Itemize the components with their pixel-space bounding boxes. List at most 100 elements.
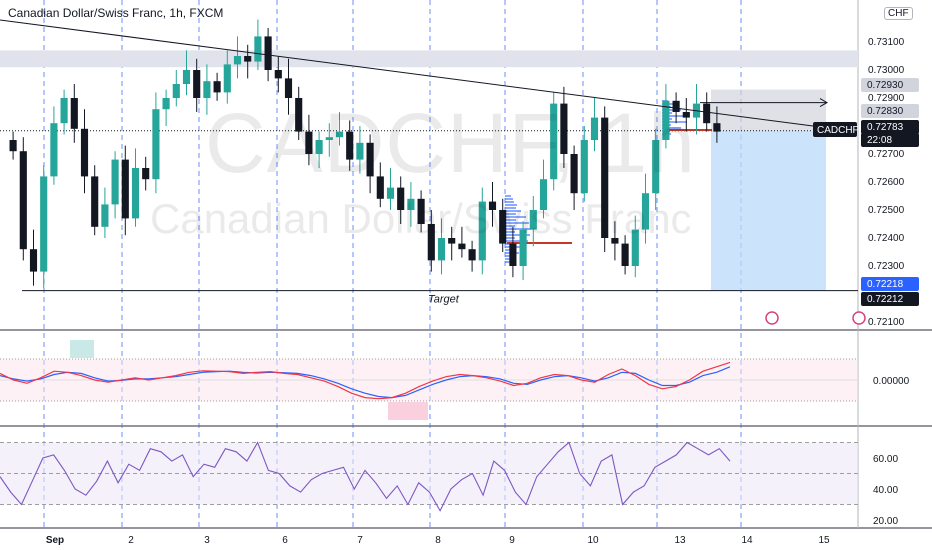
rsi-tick-label: 40.00 — [873, 485, 898, 496]
currency-button[interactable]: CHF — [884, 7, 913, 20]
volume-profile-bar — [662, 109, 681, 111]
candle-body — [509, 243, 517, 266]
time-tick-label: 15 — [818, 535, 830, 546]
candle-body — [29, 249, 38, 272]
time-tick-label: 2 — [128, 535, 134, 546]
candle-body — [284, 78, 293, 98]
price-label: 0.72830 — [867, 106, 904, 117]
candle-body — [417, 198, 425, 224]
candle-body — [70, 98, 78, 129]
candle-body — [468, 249, 476, 261]
price-tick-label: 0.72600 — [868, 177, 905, 188]
candle-body — [407, 198, 415, 210]
target-zone — [711, 130, 826, 291]
candle-body — [203, 81, 211, 98]
rsi-tick-label: 60.00 — [873, 454, 898, 465]
price-label-bg — [861, 277, 919, 291]
volume-profile-bar — [505, 216, 526, 218]
volume-profile-bar — [505, 198, 513, 200]
candle-body — [397, 187, 405, 210]
stoch-tick-label: 0.00000 — [873, 376, 910, 387]
time-tick-label: 10 — [587, 535, 599, 546]
candle-body — [172, 84, 180, 98]
volume-profile-bar — [505, 219, 516, 221]
volume-profile-bar — [505, 222, 529, 224]
candle-body — [315, 140, 323, 154]
time-tick-label: 7 — [357, 535, 363, 546]
price-tick-label: 0.72400 — [868, 233, 905, 244]
candle-body — [631, 229, 639, 266]
candle-body — [458, 243, 466, 250]
candle-body — [254, 36, 262, 62]
candle-body — [60, 98, 68, 124]
candle-body — [162, 98, 170, 110]
candle-body — [152, 109, 160, 180]
time-tick-label: 6 — [282, 535, 288, 546]
candle-body — [713, 123, 721, 132]
volume-profile-bar — [662, 115, 687, 117]
stoch-series-line — [0, 361, 731, 400]
volume-profile-bar — [662, 127, 681, 129]
price-label-bg — [861, 120, 919, 134]
candle-body — [9, 140, 17, 152]
candle-body — [376, 176, 384, 199]
candle-body — [40, 176, 48, 272]
candle-body — [101, 204, 109, 227]
volume-profile-bar — [662, 121, 687, 123]
symbol-tag: CADCHF — [817, 125, 859, 136]
price-label-bg — [861, 292, 919, 306]
candle-body — [641, 193, 650, 230]
resistance-zone — [0, 50, 858, 68]
price-tick-label: 0.73100 — [868, 37, 905, 48]
candle-body — [274, 70, 282, 79]
event-icon — [765, 311, 779, 325]
candle-body — [580, 140, 588, 194]
candle-body — [131, 168, 140, 219]
price-tick-label: 0.72500 — [868, 205, 905, 216]
candle-body — [19, 151, 27, 250]
candle-body — [325, 137, 333, 140]
candle-body — [672, 100, 680, 112]
price-tick-label: 0.72900 — [868, 93, 905, 104]
candle-body — [346, 131, 354, 160]
stoch-highlight — [388, 402, 428, 420]
candle-body — [499, 210, 507, 244]
volume-profile-bar — [505, 237, 515, 239]
time-tick-label: 3 — [204, 535, 210, 546]
volume-profile-bar — [505, 201, 514, 203]
candle-body — [682, 112, 690, 118]
candle-body — [366, 142, 374, 177]
support-label: Target — [428, 294, 460, 306]
candle-body — [488, 201, 497, 210]
price-label-bg — [861, 78, 919, 92]
rsi-tick-label: 20.00 — [873, 516, 898, 527]
time-tick-label: 8 — [435, 535, 441, 546]
candle-body — [427, 224, 435, 261]
stop-zone — [711, 89, 826, 131]
candle-body — [111, 159, 119, 205]
volume-profile-bar — [505, 195, 511, 197]
candle-body — [121, 159, 129, 219]
volume-profile-bar — [505, 213, 516, 215]
rsi-series-line — [0, 441, 731, 512]
candle-body — [80, 128, 89, 177]
volume-profile-bar — [505, 207, 516, 209]
arrow-head — [819, 98, 829, 108]
candle-body — [570, 154, 578, 194]
time-tick-label: 14 — [741, 535, 753, 546]
candle-body — [652, 140, 660, 194]
candle-body — [703, 103, 711, 124]
time-tick-label: Sep — [46, 535, 64, 546]
price-label: 0.72783 — [867, 122, 904, 133]
candle-body — [539, 179, 548, 210]
symbol-tag-bg — [813, 122, 857, 137]
candle-body — [50, 123, 58, 177]
candle-body — [193, 70, 201, 98]
candle-body — [662, 100, 670, 140]
candle-body — [295, 98, 303, 132]
volume-profile-bar — [505, 228, 531, 230]
candle-body — [550, 103, 558, 180]
candle-body — [560, 103, 568, 154]
candle-body — [305, 131, 313, 154]
